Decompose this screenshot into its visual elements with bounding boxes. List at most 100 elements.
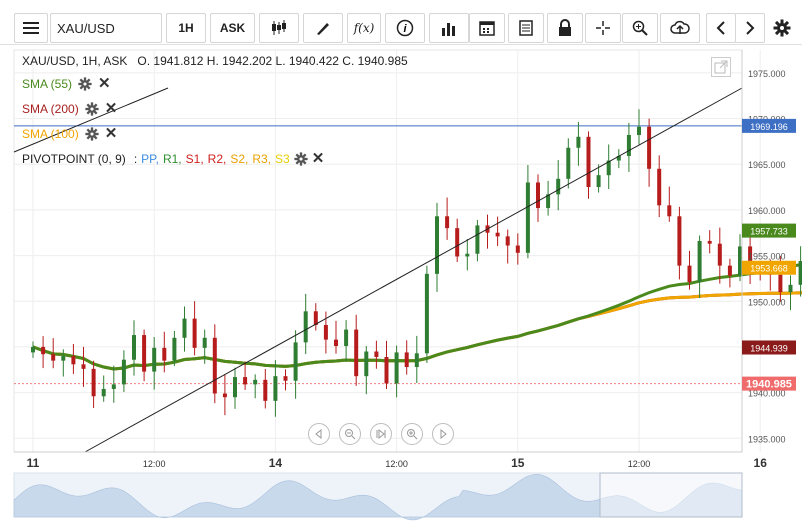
- pivot-item-pp: PP,: [141, 152, 159, 166]
- zoom-in-button[interactable]: [401, 423, 423, 445]
- close-icon[interactable]: ✕: [98, 75, 111, 92]
- price-tag-label: 1940.985: [746, 379, 792, 391]
- candle-body: [71, 356, 76, 365]
- candle-body: [687, 265, 692, 283]
- candle-body: [323, 325, 328, 340]
- candle-body: [505, 236, 510, 246]
- close-icon[interactable]: ✕: [104, 100, 118, 117]
- toolbar: XAU/USD 1H ASK f(x) i: [0, 0, 802, 45]
- volume-button[interactable]: [429, 13, 469, 43]
- drawing-tools-button[interactable]: [303, 13, 343, 43]
- candle-body: [525, 182, 530, 253]
- indicator-sma-100[interactable]: SMA (100) ✕: [22, 125, 118, 142]
- candle-body: [778, 274, 783, 293]
- close-icon[interactable]: ✕: [311, 150, 325, 167]
- lock-button[interactable]: [547, 13, 583, 43]
- indicators-button[interactable]: f(x): [347, 13, 381, 43]
- trendline-1: [13, 87, 169, 153]
- menu-button[interactable]: [14, 13, 48, 43]
- candle-body: [394, 352, 399, 384]
- close-icon[interactable]: ✕: [104, 125, 118, 142]
- indicator-sma-200[interactable]: SMA (200) ✕: [22, 100, 118, 117]
- triangle-left-icon: [315, 429, 322, 439]
- expand-icon: [714, 60, 728, 74]
- timeframe-selector[interactable]: 1H: [166, 13, 206, 43]
- symbol-label: XAU/USD: [57, 20, 115, 36]
- candle-body: [546, 194, 551, 209]
- y-tick-label: 1950.000: [748, 297, 786, 307]
- news-button[interactable]: [508, 13, 544, 43]
- indicator-label: SMA (100): [22, 127, 79, 141]
- y-tick-label: 1955.000: [748, 252, 786, 262]
- candle-body: [727, 265, 732, 276]
- price-type-label: ASK: [219, 21, 246, 35]
- indicator-sma-55[interactable]: SMA (55) ✕: [22, 75, 111, 92]
- gear-icon[interactable]: [85, 102, 99, 116]
- high-value: H. 1942.202: [206, 54, 273, 68]
- candle-body: [152, 347, 157, 372]
- candle-body: [576, 136, 581, 148]
- x-tick-label: 15: [511, 456, 525, 470]
- zoom-in-icon: [407, 429, 418, 440]
- candle-body: [212, 337, 217, 394]
- navigator-area: [13, 474, 743, 521]
- scroll-right-button[interactable]: [735, 13, 765, 43]
- candle-body: [202, 337, 207, 348]
- x-tick-label: 14: [269, 456, 283, 470]
- navigator-window: [599, 472, 743, 518]
- info-button[interactable]: i: [385, 13, 425, 43]
- nav-back-button[interactable]: [308, 423, 330, 445]
- candle-body: [606, 160, 611, 176]
- gear-icon[interactable]: [294, 152, 308, 166]
- candle-body: [31, 346, 35, 353]
- candle-body: [697, 240, 702, 283]
- candle-body: [455, 228, 460, 257]
- zoom-out-button[interactable]: [339, 423, 361, 445]
- calendar-icon: [479, 21, 495, 36]
- reset-button[interactable]: [370, 423, 392, 445]
- gear-icon[interactable]: [85, 127, 99, 141]
- candle-body: [81, 364, 86, 369]
- plot-area: [13, 49, 743, 453]
- chart-type-button[interactable]: [259, 13, 299, 43]
- candle-body: [667, 205, 672, 217]
- calendar-button[interactable]: [469, 13, 505, 43]
- gear-icon[interactable]: [78, 77, 92, 91]
- candle-body: [435, 216, 439, 274]
- candle-body: [414, 353, 419, 368]
- price-tag: [742, 376, 796, 391]
- y-tick-label: 1975.000: [748, 69, 786, 79]
- crosshair-button[interactable]: [585, 13, 621, 43]
- candle-body: [515, 245, 520, 253]
- pivot-item-r2: R2,: [207, 152, 227, 166]
- candle-body: [233, 377, 237, 398]
- settings-button[interactable]: [768, 13, 796, 43]
- candle-body: [637, 126, 641, 135]
- candle-body: [121, 359, 126, 385]
- expand-button[interactable]: [711, 57, 731, 77]
- candle-body: [424, 273, 429, 354]
- candle-body: [253, 379, 258, 385]
- candle-body: [404, 352, 409, 368]
- close-value: C. 1940.985: [342, 54, 408, 68]
- nav-forward-button[interactable]: [432, 423, 454, 445]
- zoom-out-icon: [345, 429, 356, 440]
- scroll-left-button[interactable]: [706, 13, 736, 43]
- x-tick-label: 16: [754, 456, 768, 470]
- zoom-button[interactable]: [622, 13, 658, 43]
- indicator-pivotpoint[interactable]: PIVOTPOINT (0, 9) : PP, R1, S1, R2, S2, …: [22, 150, 325, 167]
- pivot-item-s2: S2,: [230, 152, 249, 166]
- cloud-upload-button[interactable]: [660, 13, 700, 43]
- indicator-label: SMA (55): [22, 77, 73, 91]
- price-type-selector[interactable]: ASK: [210, 13, 255, 43]
- chevron-right-icon: [746, 21, 755, 35]
- symbol-selector[interactable]: XAU/USD: [50, 13, 162, 43]
- pivot-item-s1: S1,: [185, 152, 204, 166]
- info-icon: i: [396, 19, 414, 37]
- svg-text:i: i: [403, 23, 407, 35]
- timeframe-label: 1H: [178, 21, 194, 35]
- candle-body: [465, 253, 470, 257]
- candle-body: [384, 356, 389, 384]
- candle-body: [344, 329, 349, 347]
